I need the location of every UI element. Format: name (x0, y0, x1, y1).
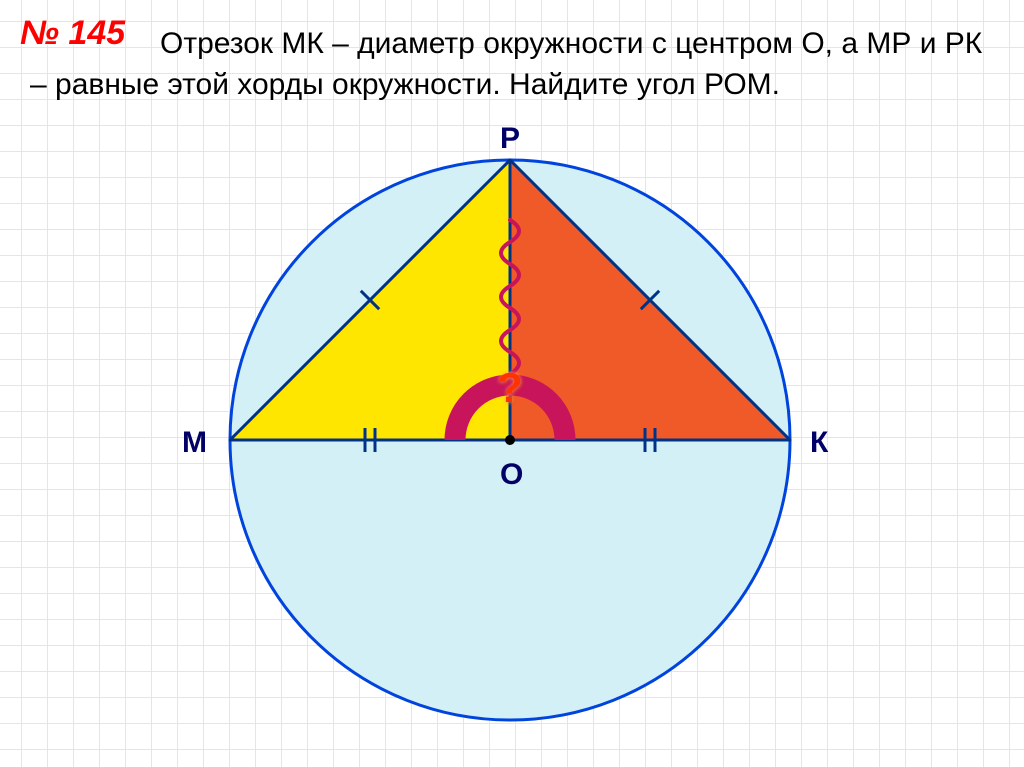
problem-statement: Отрезок МК – диаметр окружности с центро… (30, 24, 990, 105)
label-O: О (500, 458, 523, 492)
question-mark-icon: ? (497, 364, 523, 412)
label-K: К (810, 426, 828, 460)
geometry-diagram: Р М К О ? (140, 140, 880, 760)
label-P: Р (500, 122, 520, 156)
label-M: М (182, 426, 207, 460)
diagram-svg (140, 140, 880, 760)
